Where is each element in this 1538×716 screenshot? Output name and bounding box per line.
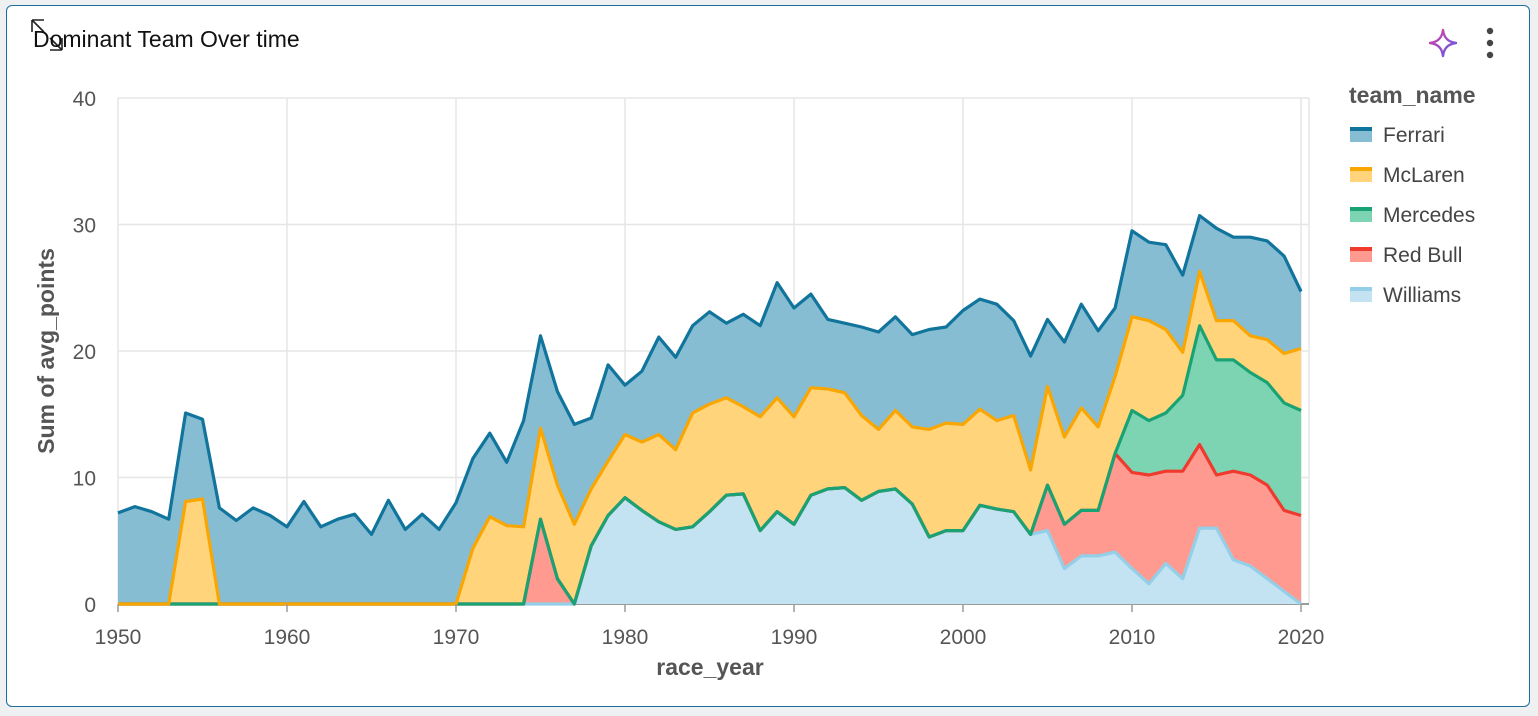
x-tick-label: 1960 — [264, 626, 311, 649]
legend-item-williams[interactable]: Williams — [1350, 284, 1461, 307]
legend-swatch-line — [1350, 247, 1372, 251]
y-tick-label: 30 — [73, 215, 96, 238]
x-tick-label: 2000 — [940, 626, 987, 649]
line-series — [117, 214, 1303, 606]
x-axis: 1950 1960 1970 1980 1990 2000 2010 2020 — [95, 604, 1325, 649]
x-tick-label: 1980 — [602, 626, 649, 649]
legend-item-ferrari[interactable]: Ferrari — [1350, 124, 1445, 147]
legend-label: Williams — [1383, 284, 1461, 307]
legend-label: Ferrari — [1383, 124, 1445, 147]
chart-title: Dominant Team Over time — [33, 26, 300, 52]
legend-swatch — [1350, 210, 1372, 222]
legend-label: Mercedes — [1383, 204, 1475, 227]
sparkle-icon[interactable] — [1428, 28, 1458, 58]
legend-label: McLaren — [1383, 164, 1465, 187]
y-axis-label: Sum of avg_points — [33, 248, 59, 454]
legend-item-red-bull[interactable]: Red Bull — [1350, 244, 1462, 267]
area-mclaren[interactable] — [118, 271, 1301, 604]
legend-swatch-line — [1350, 207, 1372, 211]
y-tick-label: 10 — [73, 468, 96, 491]
area-williams[interactable] — [118, 487, 1301, 604]
legend-swatch-line — [1350, 167, 1372, 171]
legend-label: Red Bull — [1383, 244, 1462, 267]
more-vertical-icon[interactable] — [1478, 26, 1502, 60]
line-ferrari — [117, 214, 1303, 536]
x-tick-label: 2020 — [1278, 626, 1325, 649]
resize-icon[interactable] — [30, 18, 64, 52]
legend-swatch — [1350, 250, 1372, 262]
x-tick-label: 2010 — [1109, 626, 1156, 649]
x-tick-label: 1970 — [433, 626, 480, 649]
y-tick-label: 0 — [84, 594, 96, 617]
legend-title: team_name — [1349, 82, 1476, 108]
legend-swatch — [1350, 290, 1372, 302]
line-mclaren — [118, 269, 1302, 606]
legend: team_name Ferrari McLaren Mercedes Red Bull W… — [1349, 82, 1476, 307]
legend-item-mclaren[interactable]: McLaren — [1350, 164, 1465, 187]
legend-swatch-line — [1350, 127, 1372, 131]
y-axis: 0 10 20 30 40 — [73, 88, 96, 617]
legend-swatch — [1350, 170, 1372, 182]
y-tick-label: 40 — [73, 88, 96, 111]
x-axis-label: race_year — [656, 654, 763, 680]
legend-swatch-line — [1350, 287, 1372, 291]
x-tick-label: 1990 — [771, 626, 818, 649]
y-tick-label: 20 — [73, 341, 96, 364]
legend-item-mercedes[interactable]: Mercedes — [1350, 204, 1475, 227]
x-tick-label: 1950 — [95, 626, 142, 649]
legend-swatch — [1350, 130, 1372, 142]
